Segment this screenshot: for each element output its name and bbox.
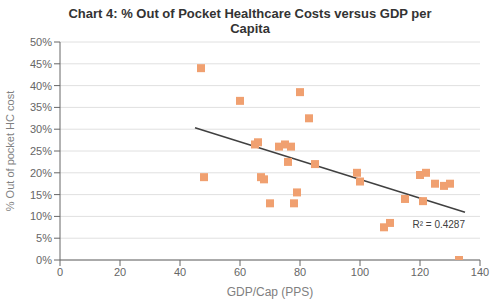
svg-text:50%: 50%: [30, 36, 52, 48]
svg-text:10%: 10%: [30, 210, 52, 222]
svg-text:5%: 5%: [36, 232, 52, 244]
svg-text:45%: 45%: [30, 58, 52, 70]
svg-text:0%: 0%: [36, 254, 52, 266]
svg-text:% Out of pocket HC cost: % Out of pocket HC cost: [8, 91, 16, 211]
svg-text:60: 60: [234, 266, 246, 278]
svg-text:140: 140: [471, 266, 489, 278]
svg-text:GDP/Cap (PPS): GDP/Cap (PPS): [227, 285, 314, 299]
svg-text:30%: 30%: [30, 123, 52, 135]
svg-text:35%: 35%: [30, 101, 52, 113]
svg-text:R² = 0.4287: R² = 0.4287: [412, 219, 465, 230]
svg-text:25%: 25%: [30, 145, 52, 157]
svg-text:80: 80: [294, 266, 306, 278]
svg-text:20: 20: [114, 266, 126, 278]
svg-text:0: 0: [57, 266, 63, 278]
html-text:Capita: Capita: [230, 21, 270, 36]
svg-text:15%: 15%: [30, 189, 52, 201]
svg-text:100: 100: [351, 266, 369, 278]
svg-text:40: 40: [174, 266, 186, 278]
svg-text:40%: 40%: [30, 80, 52, 92]
html-text:Chart 4: % Out of Pocket Healt: Chart 4: % Out of Pocket Healthcare Cost…: [68, 6, 432, 21]
svg-text:120: 120: [411, 266, 429, 278]
svg-text:20%: 20%: [30, 167, 52, 179]
